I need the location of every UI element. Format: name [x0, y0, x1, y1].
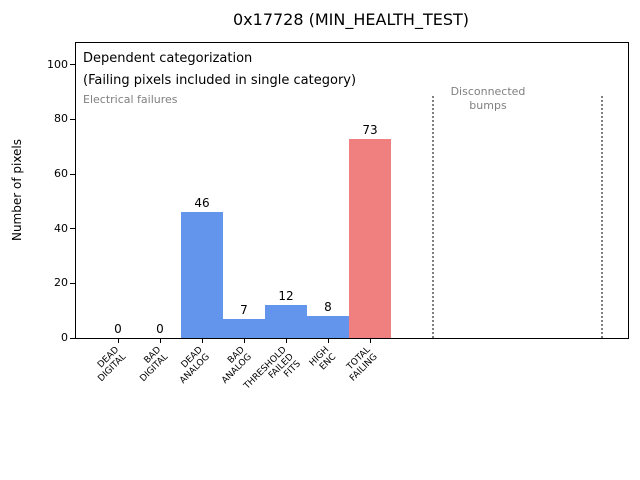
x-tick-dead-analog — [202, 338, 203, 343]
x-tick-dead-digital — [118, 338, 119, 343]
y-tick-0 — [70, 337, 76, 339]
y-tick-40 — [70, 228, 76, 230]
chart-title: 0x17728 (MIN_HEALTH_TEST) — [232, 10, 470, 29]
x-tick-bad-analog — [244, 338, 245, 343]
plot-area: Dependent categorization (Failing pixels… — [47, 42, 629, 391]
x-tick-bad-digital — [160, 338, 161, 343]
y-axis-label: Number of pixels — [10, 138, 24, 242]
y-tick-label-40: 40 — [54, 221, 68, 235]
bar-value-bad-analog: 7 — [240, 302, 248, 317]
bar-total-failing — [349, 138, 391, 338]
bar-bad-analog — [223, 318, 265, 338]
bar-value-threshold-failed-fits: 12 — [278, 289, 294, 304]
y-tick-label-60: 60 — [54, 167, 68, 181]
annotation-dependent-categorization: Dependent categorization (Failing pixels… — [83, 51, 357, 88]
y-tick-20 — [70, 282, 76, 284]
bar-value-total-failing: 73 — [362, 122, 378, 137]
x-tick-label-dead-digital: DEAD DIGITAL — [95, 345, 129, 385]
y-tick-label-80: 80 — [54, 112, 68, 126]
y-tick-label-0: 0 — [61, 331, 68, 344]
x-tick-label-dead-analog: DEAD ANALOG — [178, 345, 213, 386]
x-tick-label-threshold-failed-fits: THRESHOLD FAILED FITS — [242, 345, 304, 392]
annotation-disconnected-bumps: Disconnected bumps — [450, 85, 526, 112]
x-tick-threshold-failed-fits — [286, 338, 287, 343]
y-tick-60 — [70, 173, 76, 175]
y-tick-label-20: 20 — [54, 276, 68, 290]
bar-threshold-failed-fits — [265, 305, 307, 338]
y-tick-100 — [70, 64, 76, 66]
x-tick-label-high-enc: HIGH ENC — [307, 345, 339, 373]
y-tick-label-100: 100 — [47, 57, 68, 71]
y-tick-80 — [70, 118, 76, 120]
bar-value-dead-analog: 46 — [194, 196, 210, 211]
vline-disconnected-left — [432, 96, 434, 338]
x-tick-total-failing — [370, 338, 371, 343]
bar-high-enc — [307, 316, 349, 338]
bar-value-high-enc: 8 — [324, 300, 332, 315]
annotation-electrical-failures: Electrical failures — [83, 93, 178, 106]
x-tick-label-total-failing: TOTAL FAILING — [345, 345, 381, 384]
bar-dead-analog — [181, 212, 223, 338]
bar-value-bad-digital: 0 — [156, 322, 164, 336]
x-tick-high-enc — [328, 338, 329, 343]
x-tick-label-bad-digital: BAD DIGITAL — [138, 345, 171, 385]
bar-value-dead-digital: 0 — [114, 322, 122, 336]
vline-disconnected-right — [601, 96, 603, 338]
